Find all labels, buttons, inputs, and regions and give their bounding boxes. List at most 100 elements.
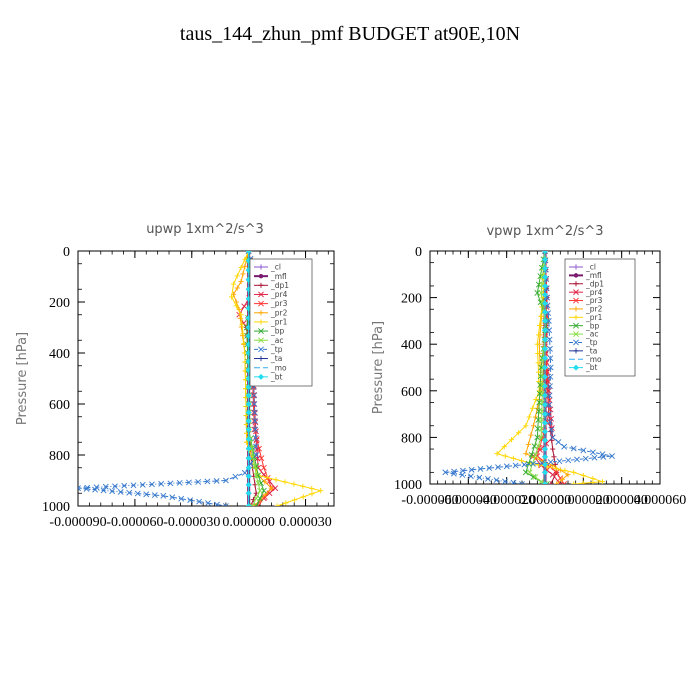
legend-marker (573, 297, 579, 304)
series-tp-marker (548, 426, 555, 433)
series-bt-marker (245, 251, 252, 254)
series-tp-marker (204, 478, 211, 485)
series-tp-marker (176, 479, 183, 486)
series-bp-marker-b (546, 481, 550, 484)
series-tp-marker-b (151, 492, 158, 498)
chart-panel-1: upwp 1xm^2/s^3 Pressure [hPa] 0 200 400 600 80… (15, 222, 335, 530)
series-tp-marker (451, 468, 458, 475)
series-tp-marker (565, 457, 572, 464)
series-tp-marker (167, 480, 174, 487)
series-tp-marker-b (78, 485, 81, 489)
series-pr1-marker (599, 479, 606, 484)
legend-item-tp: _tp (254, 345, 283, 354)
series-pr3-marker (251, 426, 258, 433)
series-tp-marker (245, 251, 252, 254)
series-tp-marker (546, 392, 553, 399)
series-ac-marker (249, 503, 256, 506)
series-tp-marker (178, 495, 185, 502)
legend-label: _bt (270, 372, 283, 381)
legend-item-ac: _ac (569, 330, 598, 339)
x-tick-label: 0.000030 (279, 515, 332, 530)
series-bt-marker (542, 309, 548, 316)
y-tick-label: 200 (49, 296, 70, 311)
series-tp-marker (502, 478, 508, 484)
legend-marker (573, 314, 579, 320)
series-tp-marker (485, 475, 491, 482)
series-tp-marker (151, 492, 158, 498)
series-pr2-marker (238, 324, 245, 330)
series-tp-marker-b (544, 302, 551, 309)
series-tp-marker-a (78, 487, 81, 492)
series-ac-marker-b (538, 290, 545, 296)
legend-marker (258, 300, 264, 307)
series-ac-marker-b (538, 434, 545, 441)
legend-item-bp: _bp (254, 327, 285, 336)
series-tp-marker-b (178, 495, 185, 502)
series-pr3-marker-b (544, 384, 551, 391)
series-tp-marker-b (126, 489, 133, 496)
legend-label: _ta (585, 346, 597, 355)
series-pr1-marker (535, 360, 541, 366)
series-pr3-marker-b (543, 358, 549, 365)
series-ac-marker-b (539, 390, 546, 397)
legend-label: _mfl (585, 271, 602, 280)
series-bt-marker (245, 503, 252, 506)
series-tp-marker-b (521, 461, 528, 468)
legend-item-pr2: _pr2 (569, 305, 603, 314)
series-ac-marker-b (539, 399, 546, 406)
series-bp-marker-b (537, 382, 544, 388)
series-pr1-marker (283, 500, 289, 506)
series-tp-marker (609, 453, 616, 459)
series-tp-marker-b (92, 486, 98, 493)
x-tick-label: 0.000040 (595, 493, 648, 508)
series-ac-marker-b (250, 454, 257, 460)
series-tp-marker-b (549, 434, 556, 441)
series-ac-marker (253, 495, 260, 502)
series-pr3-marker (256, 445, 263, 452)
series-tp-marker-b (186, 479, 192, 486)
legend-marker (258, 328, 264, 334)
y-tick-label: 600 (49, 398, 70, 413)
series-pr1-marker (243, 412, 249, 419)
series-tp-marker-b (582, 455, 589, 462)
series-bt-marker (542, 265, 548, 272)
series-bt-marker (542, 453, 548, 460)
series-pr1-marker (571, 469, 577, 475)
y-tick-label: 800 (49, 449, 70, 464)
series-bp-marker (536, 390, 543, 397)
legend-item-bt: _bt (569, 363, 598, 372)
x-tick-label: -0.000040 (440, 493, 497, 508)
series-bt-marker (245, 455, 252, 462)
series-tp-marker-b (511, 479, 517, 484)
legend-label: _dp1 (585, 279, 604, 288)
series-pr1-marker (502, 453, 508, 459)
series-ac-marker-b (532, 474, 539, 480)
series-ac-marker-b (526, 469, 533, 476)
legend-label: _tp (270, 345, 283, 354)
legend-marker (573, 331, 579, 337)
series-tp-marker-b (547, 418, 554, 425)
series-tp-marker-b (542, 251, 546, 254)
series-tp-marker-b (160, 492, 167, 499)
legend-item-cl: _cl (569, 263, 596, 272)
series-tp-marker-b (252, 435, 259, 441)
series-tp-marker-b (546, 392, 553, 399)
series-tp-marker-b (556, 458, 563, 465)
series-bt-marker (542, 364, 548, 371)
series-pr2-marker (237, 315, 243, 321)
y-tick-label: 1000 (394, 478, 422, 493)
series-tp-marker-b (139, 481, 146, 488)
legend-label: _bt (585, 363, 598, 372)
series-tp-marker-b (467, 473, 474, 480)
series-tp-marker (495, 464, 501, 471)
series-tp-marker (589, 449, 596, 456)
series-tp-line (445, 251, 613, 484)
legend-marker-b (258, 328, 264, 334)
series-tp-marker-b (530, 460, 537, 467)
series-tp-marker (547, 355, 554, 362)
y-tick-label: 0 (415, 245, 422, 260)
series-tp-marker (547, 373, 554, 380)
legend-item-pr3: _pr3 (254, 299, 288, 308)
series-tp-marker-b (451, 468, 458, 475)
series-bt-marker (542, 373, 548, 380)
